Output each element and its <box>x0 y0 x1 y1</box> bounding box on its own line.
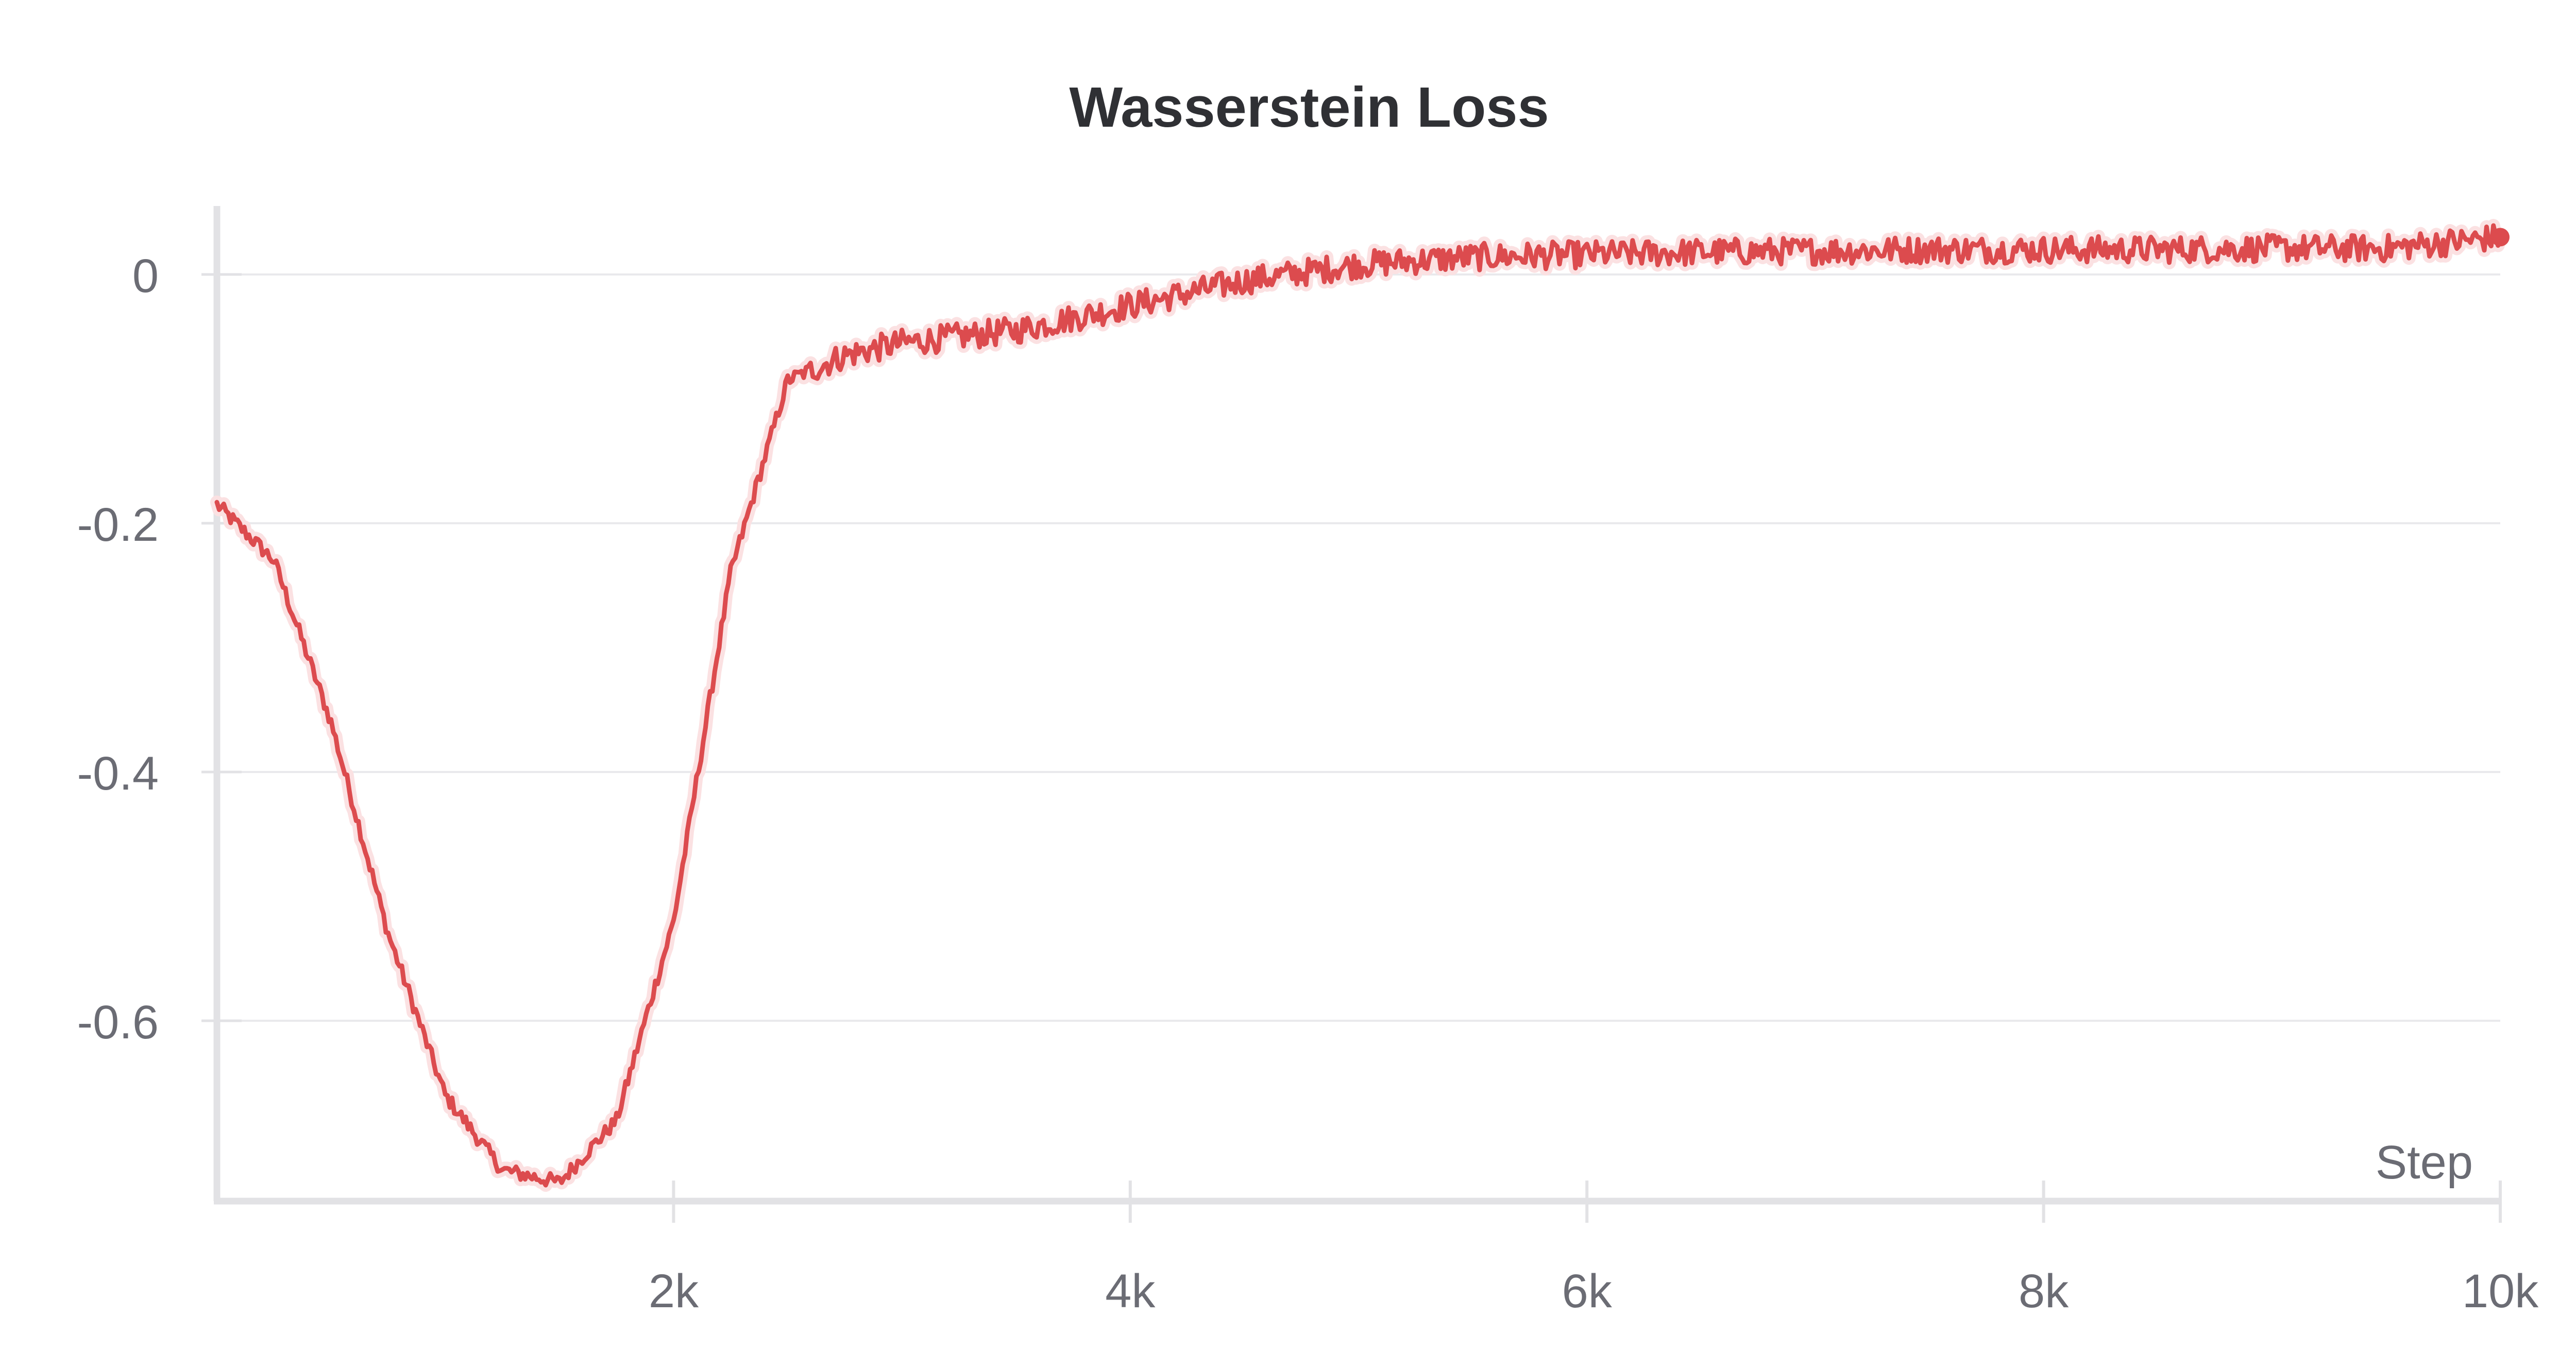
gridlines <box>217 273 2500 1022</box>
axes <box>213 206 2500 1205</box>
series-line <box>214 223 2503 1188</box>
x-tick-label: 8k <box>2019 1265 2069 1318</box>
y-tick-label: -0.2 <box>77 499 159 551</box>
series-band <box>210 219 2507 1192</box>
x-axis-label: Step <box>2376 1136 2473 1189</box>
chart-title: Wasserstein Loss <box>1069 76 1549 139</box>
y-tick-label: -0.6 <box>77 996 159 1049</box>
series-end-point <box>2491 228 2510 247</box>
x-tick-label: 10k <box>2462 1265 2539 1318</box>
ticks: 0 -0.2 -0.4 -0.6 2k 4k 6k 8k 10k <box>77 250 2539 1318</box>
y-tick-label: 0 <box>132 250 159 302</box>
y-tick-label: -0.4 <box>77 747 159 800</box>
series <box>210 219 2510 1192</box>
x-tick-label: 6k <box>1562 1265 1613 1318</box>
x-tick-label: 2k <box>649 1265 699 1318</box>
x-tick-label: 4k <box>1105 1265 1156 1318</box>
